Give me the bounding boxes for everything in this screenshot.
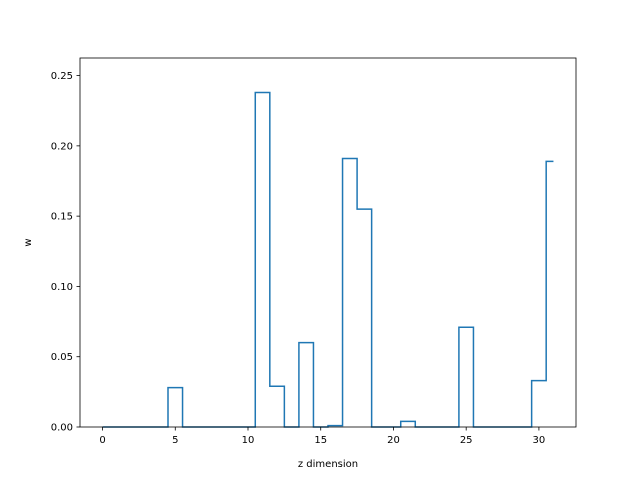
x-tick-label: 25 [460, 435, 473, 446]
x-tick-label: 15 [314, 435, 327, 446]
y-tick-label: 0.10 [51, 282, 73, 293]
y-axis-ticks: 0.00 0.05 0.10 0.15 0.20 0.25 [51, 71, 80, 434]
x-axis-ticks: 0 5 10 15 20 25 30 [99, 427, 545, 446]
x-tick-label: 5 [172, 435, 178, 446]
y-tick-label: 0.00 [51, 423, 73, 434]
x-tick-label: 10 [242, 435, 255, 446]
x-tick-label: 20 [387, 435, 400, 446]
x-axis-label: z dimension [298, 459, 358, 470]
y-tick-label: 0.20 [51, 141, 73, 152]
x-tick-label: 30 [533, 435, 546, 446]
y-tick-label: 0.05 [51, 352, 73, 363]
y-tick-label: 0.15 [51, 212, 73, 223]
y-axis-label: w [23, 238, 34, 246]
x-tick-label: 0 [99, 435, 105, 446]
y-tick-label: 0.25 [51, 71, 73, 82]
axes-frame [79, 57, 577, 428]
